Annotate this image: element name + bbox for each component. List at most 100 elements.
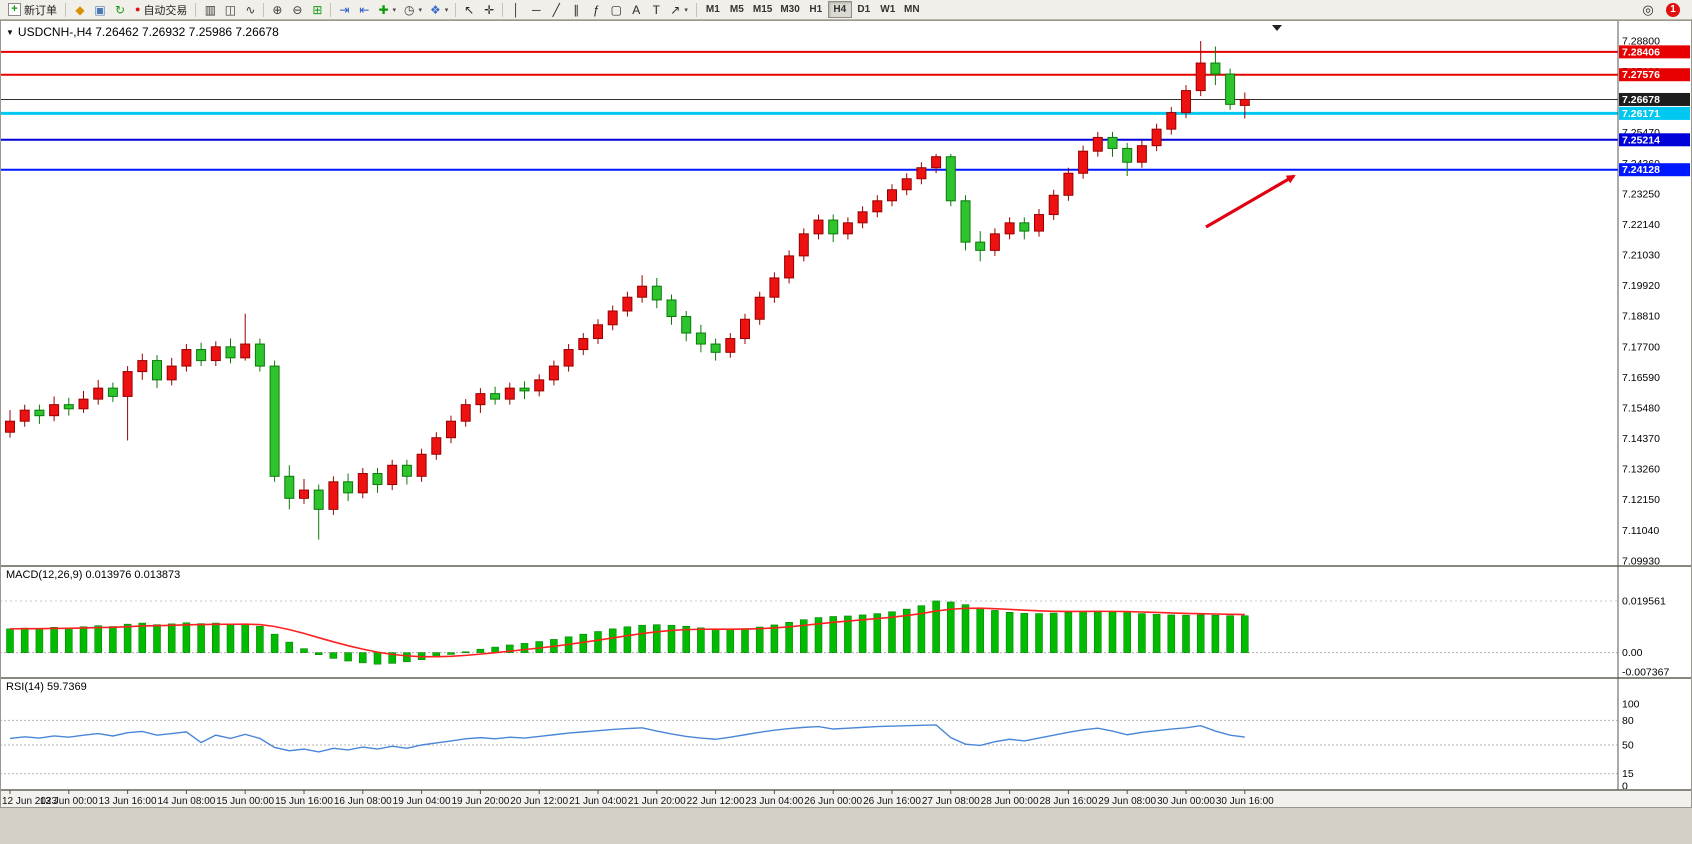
fibonacci-icon: ƒ bbox=[592, 2, 600, 17]
price-badge bbox=[1619, 106, 1690, 120]
macd-histogram-bar bbox=[814, 617, 823, 653]
timeframe-button-m5[interactable]: M5 bbox=[729, 4, 744, 15]
vertical-line-button[interactable]: │ bbox=[506, 1, 526, 19]
channel-button[interactable]: ∥ bbox=[566, 1, 586, 19]
text-button[interactable]: A bbox=[626, 1, 646, 19]
zoom-in-button[interactable]: ⊕ bbox=[267, 1, 287, 19]
line-chart-button[interactable]: ∿ bbox=[240, 1, 260, 19]
candle-body bbox=[666, 299, 677, 318]
bar-chart-button[interactable]: ▥ bbox=[200, 1, 220, 19]
price-badge-text: 7.25214 bbox=[1622, 134, 1660, 146]
candle-body bbox=[798, 233, 809, 257]
auto-scroll-button[interactable]: ⇥ bbox=[334, 1, 354, 19]
price-badge-text: 7.27576 bbox=[1622, 69, 1660, 81]
candle-body bbox=[387, 464, 398, 486]
candle-body bbox=[475, 393, 486, 406]
chart-scroll-marker-icon[interactable] bbox=[1272, 25, 1282, 31]
timeframe-button-h1[interactable]: H1 bbox=[809, 4, 823, 15]
zoom-out-icon: ⊖ bbox=[292, 2, 303, 17]
price-axis-label: 7.22140 bbox=[1622, 219, 1660, 231]
new-order-button[interactable]: + 新订单 bbox=[4, 1, 61, 19]
periods-button[interactable]: ◷ ▾ bbox=[400, 1, 426, 19]
macd-histogram-bar bbox=[1196, 614, 1205, 653]
zoom-out-button[interactable]: ⊖ bbox=[287, 1, 307, 19]
timeframe-button-m30[interactable]: M30 bbox=[780, 4, 800, 15]
templates-button[interactable]: ❖ ▾ bbox=[426, 1, 452, 19]
timeframe-button-m1[interactable]: M1 bbox=[705, 4, 720, 15]
candle-body bbox=[78, 398, 89, 410]
macd-histogram-bar bbox=[20, 627, 29, 653]
crosshair-button[interactable]: ✛ bbox=[479, 1, 499, 19]
time-axis-label: 30 Jun 00:00 bbox=[1157, 796, 1215, 807]
candle-body bbox=[710, 343, 721, 353]
price-axis-label: 7.21030 bbox=[1622, 250, 1660, 262]
candle-body bbox=[446, 420, 456, 439]
chart-collapse-icon[interactable]: ▼ bbox=[6, 27, 14, 37]
price-axis-label: 7.19920 bbox=[1622, 280, 1660, 292]
toolbar-separator bbox=[330, 2, 332, 17]
chart-title-text: USDCNH-,H4 7.26462 7.26932 7.25986 7.266… bbox=[17, 25, 279, 39]
candle-body bbox=[1166, 112, 1177, 130]
macd-histogram-bar bbox=[697, 627, 705, 653]
candle-body bbox=[19, 409, 30, 422]
macd-histogram-bar bbox=[388, 652, 396, 664]
candle-body bbox=[269, 365, 280, 477]
candle-body bbox=[357, 473, 368, 494]
chevron-down-icon: ▾ bbox=[444, 6, 449, 14]
macd-histogram-bar bbox=[947, 601, 955, 653]
macd-histogram-bar bbox=[755, 626, 764, 653]
candle-body bbox=[1195, 62, 1206, 92]
candle-body bbox=[622, 296, 633, 312]
price-axis-label: 7.12150 bbox=[1622, 494, 1660, 506]
macd-histogram-bar bbox=[329, 652, 338, 659]
arrow-annotation[interactable] bbox=[1205, 174, 1296, 229]
indicators-button[interactable]: ✚ ▾ bbox=[374, 1, 400, 19]
search-icon[interactable]: ◎ bbox=[1642, 1, 1654, 17]
candle-body bbox=[1078, 150, 1089, 174]
macd-histogram-bar bbox=[653, 624, 661, 653]
candle-body bbox=[1092, 136, 1103, 152]
shapes-button[interactable]: ▢ bbox=[606, 1, 626, 19]
timeframe-button-d1[interactable]: D1 bbox=[857, 4, 871, 15]
candle-body bbox=[416, 453, 427, 477]
profiles-button[interactable]: ▣ bbox=[90, 1, 110, 19]
candle-body bbox=[607, 310, 618, 326]
notification-badge[interactable]: 1 bbox=[1666, 2, 1680, 17]
time-axis-label: 28 Jun 16:00 bbox=[1039, 796, 1097, 807]
candle-body bbox=[34, 409, 45, 417]
macd-histogram-bar bbox=[182, 622, 191, 653]
timeframe-button-h4[interactable]: H4 bbox=[827, 1, 852, 18]
refresh-button[interactable]: ↻ bbox=[110, 1, 130, 19]
macd-histogram-bar bbox=[1211, 614, 1220, 653]
timeframe-button-m15[interactable]: M15 bbox=[752, 4, 773, 15]
price-axis-label: 7.18810 bbox=[1622, 311, 1660, 323]
candle-body bbox=[695, 332, 706, 345]
trendline-button[interactable]: ╱ bbox=[546, 1, 566, 19]
arrows-button[interactable]: ↗ ▾ bbox=[666, 1, 692, 19]
timeframe-button-mn[interactable]: MN bbox=[904, 4, 920, 15]
cursor-button[interactable]: ↖ bbox=[459, 1, 479, 19]
trendline-icon: ╱ bbox=[552, 2, 560, 17]
toolbar-separator bbox=[195, 2, 197, 17]
macd-histogram-bar bbox=[1005, 612, 1014, 653]
label-button[interactable]: T bbox=[646, 1, 666, 19]
timeframe-button-w1[interactable]: W1 bbox=[880, 4, 896, 15]
macd-histogram-bar bbox=[917, 605, 926, 653]
auto-trading-button[interactable]: ● 自动交易 bbox=[131, 1, 191, 19]
tile-windows-button[interactable]: ⊞ bbox=[307, 1, 327, 19]
timeframe-bar: M1 M5 M15 M30 H1 H4 D1 W1 MN bbox=[701, 1, 924, 18]
candlestick-button[interactable]: ◫ bbox=[220, 1, 240, 19]
macd-histogram-bar bbox=[711, 628, 720, 653]
chart-shift-button[interactable]: ⇤ bbox=[354, 1, 374, 19]
chart-canvas[interactable]: 7.288007.276907.265807.254707.243607.232… bbox=[0, 20, 1692, 808]
macd-histogram-bar bbox=[1020, 613, 1029, 653]
macd-histogram-bar bbox=[138, 622, 147, 653]
macd-histogram-bar bbox=[1123, 612, 1131, 653]
auto-trading-status-icon: ● bbox=[135, 4, 141, 14]
mql5-button[interactable]: ◆ bbox=[70, 1, 90, 19]
horizontal-line-icon: ─ bbox=[532, 2, 541, 17]
macd-histogram-bar bbox=[79, 626, 88, 653]
fibonacci-button[interactable]: ƒ bbox=[586, 1, 606, 19]
horizontal-line-button[interactable]: ─ bbox=[526, 1, 546, 19]
candle-body bbox=[196, 349, 207, 362]
